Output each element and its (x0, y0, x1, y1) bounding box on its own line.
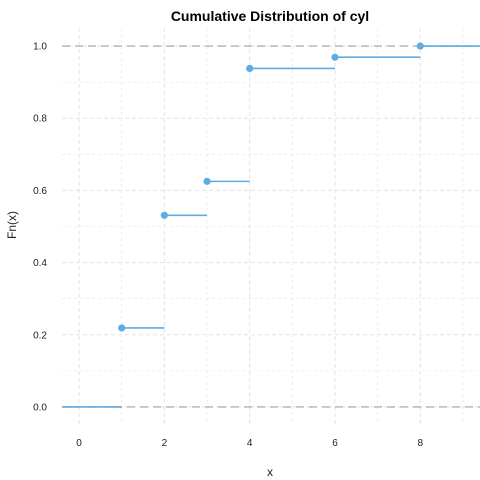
step-point (417, 42, 424, 49)
x-tick-label: 0 (76, 438, 82, 449)
grid (62, 28, 480, 425)
x-tick-label: 8 (418, 438, 424, 449)
step-point (331, 54, 338, 61)
step-series (62, 42, 480, 407)
step-point (118, 324, 125, 331)
y-tick-label: 1.0 (33, 42, 47, 53)
tick-labels: 0 2 4 6 8 0.0 0.2 0.4 0.6 0.8 1.0 (33, 42, 423, 449)
x-tick-label: 2 (162, 438, 168, 449)
step-point (246, 65, 253, 72)
y-tick-label: 0.8 (33, 114, 47, 125)
y-tick-label: 0.2 (33, 330, 47, 341)
step-point (203, 178, 210, 185)
y-tick-label: 0.0 (33, 402, 47, 413)
x-axis-label: x (267, 465, 273, 479)
x-tick-label: 6 (332, 438, 338, 449)
chart-title: Cumulative Distribution of cyl (171, 8, 369, 24)
x-tick-label: 4 (247, 438, 253, 449)
y-tick-label: 0.4 (33, 258, 47, 269)
y-tick-label: 0.6 (33, 186, 47, 197)
y-axis-label: Fn(x) (5, 211, 19, 239)
step-point (161, 212, 168, 219)
